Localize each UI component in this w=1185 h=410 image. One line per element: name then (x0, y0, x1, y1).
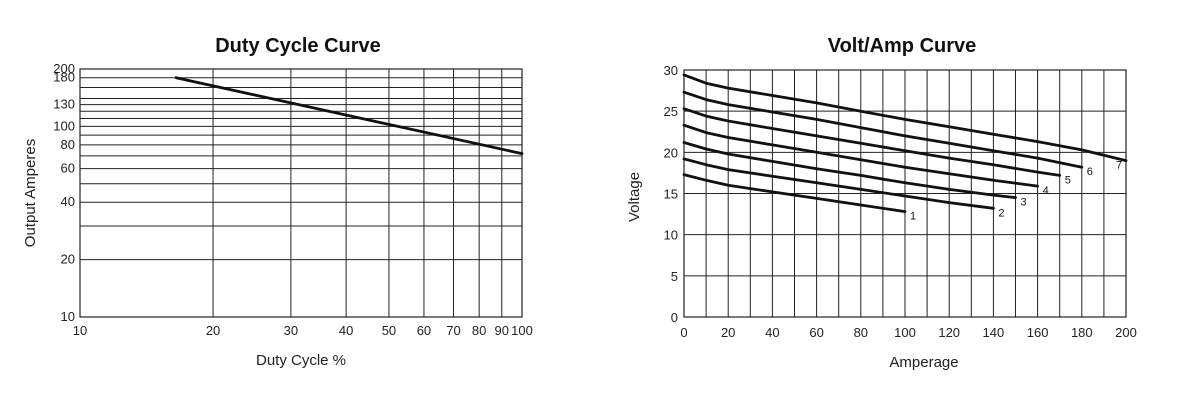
duty-cycle-x-tick-label: 60 (417, 323, 431, 338)
volt-amp-x-ticks: 0 20 40 60 80 100 120 140 160 180 200 (680, 325, 1136, 340)
volt-amp-line-6 (682, 90, 1084, 169)
volt-amp-series-label: 5 (1065, 174, 1071, 186)
volt-amp-y-ticks: 0 5 10 15 20 25 30 (664, 63, 678, 325)
duty-cycle-line (174, 76, 524, 156)
duty-cycle-y-tick-label: 180 (53, 70, 75, 85)
volt-amp-x-tick-label: 140 (983, 325, 1005, 340)
volt-amp-line-7 (682, 73, 1128, 163)
volt-amp-series-label: 2 (998, 207, 1004, 219)
volt-amp-x-tick-label: 80 (854, 325, 868, 340)
volt-amp-x-tick-label: 0 (680, 325, 687, 340)
volt-amp-line-5 (682, 107, 1062, 177)
volt-amp-y-tick-label: 15 (664, 187, 678, 202)
volt-amp-line-3 (682, 141, 1017, 200)
duty-cycle-y-tick-label: 40 (61, 194, 75, 209)
duty-cycle-lines (174, 76, 524, 156)
duty-cycle-chart: Duty Cycle Curve 10 20 30 40 50 60 70 80 90 100 1… (22, 35, 533, 369)
volt-amp-line-2 (682, 157, 995, 210)
volt-amp-x-tick-label: 160 (1027, 325, 1049, 340)
duty-cycle-x-tick-label: 100 (511, 323, 533, 338)
volt-amp-x-tick-label: 40 (765, 325, 779, 340)
duty-cycle-x-tick-label: 30 (284, 323, 298, 338)
volt-amp-y-tick-label: 5 (671, 269, 678, 284)
volt-amp-y-tick-label: 20 (664, 145, 678, 160)
duty-cycle-grid (79, 68, 523, 318)
duty-cycle-y-tick-label: 10 (61, 309, 75, 324)
duty-cycle-y-tick-label: 20 (61, 252, 75, 267)
duty-cycle-x-tick-label: 90 (495, 323, 509, 338)
duty-cycle-plot-frame (79, 68, 523, 318)
volt-amp-plot-frame (683, 69, 1127, 318)
volt-amp-line-4 (682, 123, 1039, 188)
duty-cycle-x-tick-label: 50 (382, 323, 396, 338)
duty-cycle-y-tick-label: 200 (53, 61, 75, 76)
duty-cycle-y-tick-label: 60 (61, 161, 75, 176)
duty-cycle-x-tick-label: 80 (472, 323, 486, 338)
duty-cycle-chart-title: Duty Cycle Curve (215, 35, 381, 57)
volt-amp-x-tick-label: 180 (1071, 325, 1093, 340)
volt-amp-series-label: 6 (1087, 166, 1093, 178)
volt-amp-series-label: 4 (1043, 185, 1049, 197)
duty-cycle-x-tick-label: 20 (206, 323, 220, 338)
volt-amp-y-tick-label: 25 (664, 104, 678, 119)
volt-amp-chart: Volt/Amp Curve 0 20 40 60 80 100 120 140 160 180 2… (626, 35, 1137, 371)
duty-cycle-x-tick-label: 40 (339, 323, 353, 338)
volt-amp-y-tick-label: 30 (664, 63, 678, 78)
duty-cycle-y-axis-label: Output Amperes (22, 139, 39, 247)
duty-cycle-y-tick-label: 130 (53, 97, 75, 112)
volt-amp-lines (682, 73, 1128, 214)
volt-amp-y-tick-label: 10 (664, 228, 678, 243)
duty-cycle-x-tick-label: 10 (73, 323, 87, 338)
duty-cycle-x-axis-label: Duty Cycle % (256, 352, 346, 369)
duty-cycle-x-tick-label: 70 (446, 323, 460, 338)
volt-amp-y-axis-label: Voltage (626, 172, 643, 222)
volt-amp-line-1 (682, 173, 907, 214)
volt-amp-x-tick-label: 120 (938, 325, 960, 340)
duty-cycle-y-tick-label: 80 (61, 137, 75, 152)
volt-amp-x-tick-label: 100 (894, 325, 916, 340)
volt-amp-x-tick-label: 20 (721, 325, 735, 340)
volt-amp-chart-title: Volt/Amp Curve (828, 35, 977, 57)
duty-cycle-x-ticks: 10 20 30 40 50 60 70 80 90 100 (73, 323, 533, 338)
volt-amp-series-labels: 1 2 3 4 5 6 7 (910, 160, 1122, 223)
volt-amp-x-tick-label: 60 (809, 325, 823, 340)
duty-cycle-y-tick-label: 100 (53, 118, 75, 133)
volt-amp-x-axis-label: Amperage (889, 354, 958, 371)
volt-amp-series-label: 3 (1021, 197, 1027, 209)
volt-amp-y-tick-label: 0 (671, 310, 678, 325)
volt-amp-x-tick-label: 200 (1115, 325, 1137, 340)
volt-amp-series-label: 7 (1116, 160, 1122, 172)
volt-amp-series-label: 1 (910, 211, 916, 223)
